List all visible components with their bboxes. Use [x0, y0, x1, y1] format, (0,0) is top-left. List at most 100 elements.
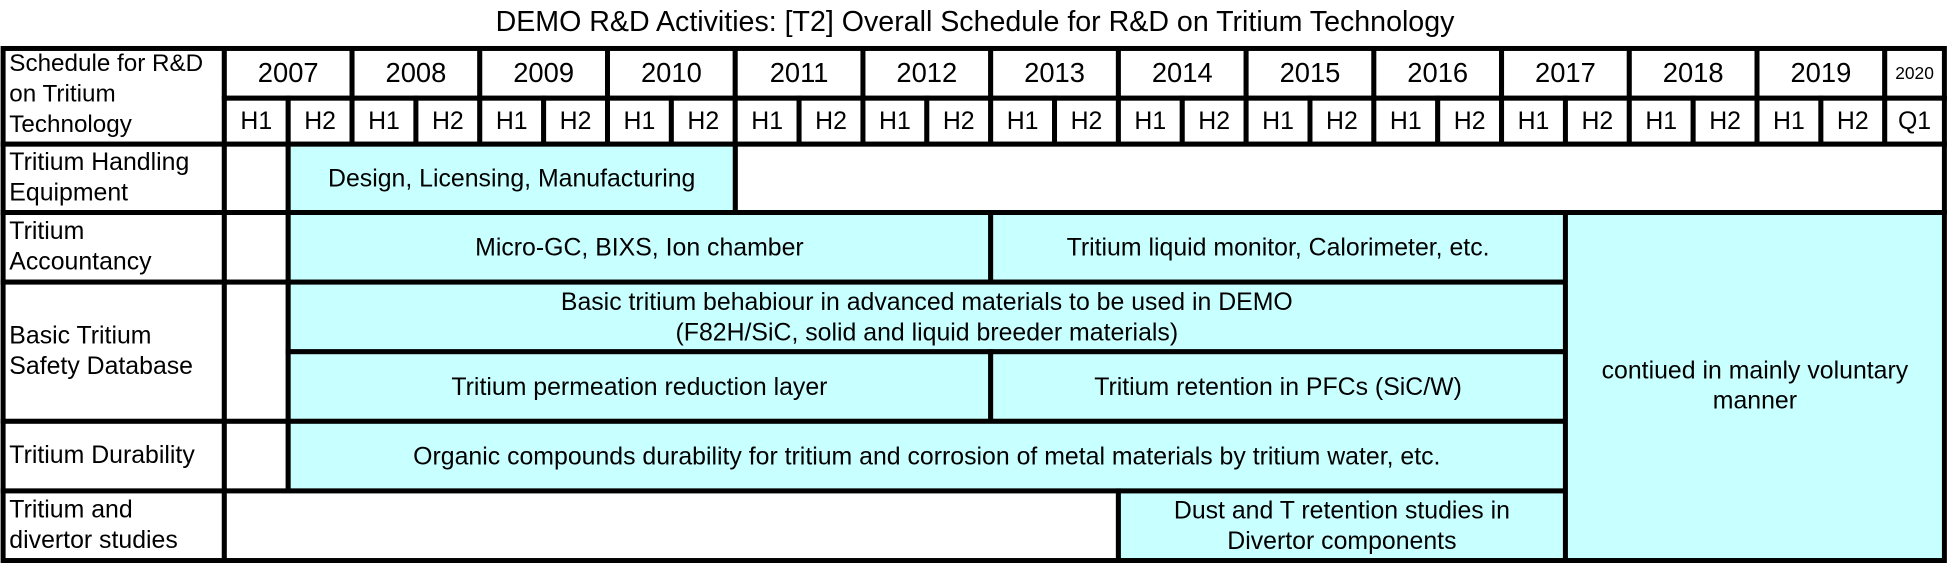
half-label: H2 — [1581, 108, 1613, 135]
year-label: 2014 — [1152, 57, 1213, 88]
half-label: H2 — [1071, 108, 1103, 135]
year-label: 2018 — [1663, 57, 1724, 88]
empty-cell — [221, 141, 291, 216]
cell-text: Micro-GC, BIXS, Ion chamber — [475, 234, 804, 261]
half-cell — [860, 95, 930, 147]
title: DEMO R&D Activities: [T2] Overall Schedu… — [496, 6, 1455, 38]
activity-bar — [285, 279, 1568, 355]
text-line: Micro-GC, BIXS, Ion chamber — [475, 234, 804, 261]
half-label: H1 — [368, 108, 400, 135]
empty-cell — [221, 279, 291, 424]
activity-bar — [285, 418, 1568, 494]
cell-text: Tritium permeation reduction layer — [451, 373, 827, 400]
text-line: Accountancy — [9, 248, 152, 275]
year-label: 2010 — [641, 57, 702, 88]
half-label: H1 — [879, 108, 911, 135]
half-label: H2 — [1326, 108, 1358, 135]
activity-bar — [285, 210, 994, 285]
year-label: 2011 — [770, 57, 829, 88]
half-label: H1 — [496, 108, 528, 135]
text-line: Tritium retention in PFCs (SiC/W) — [1094, 373, 1462, 400]
half-label: H2 — [943, 108, 975, 135]
empty-cell — [732, 141, 1947, 216]
year-label: 2012 — [896, 57, 957, 88]
text-line: Tritium Durability — [9, 442, 195, 469]
year-label: 2009 — [513, 57, 574, 88]
cell-text: Design, Licensing, Manufacturing — [328, 165, 695, 192]
text-line: Safety Database — [9, 353, 193, 380]
row-label-cell — [0, 418, 227, 494]
cell-text: Tritium Durability — [9, 442, 195, 469]
year-label: 2017 — [1535, 57, 1596, 88]
half-label: H1 — [1134, 108, 1166, 135]
text-line: Organic compounds durability for tritium… — [413, 443, 1440, 470]
empty-cell — [221, 210, 291, 285]
half-label: H1 — [1645, 108, 1677, 135]
row-label-cell — [0, 279, 227, 424]
year-label: 2020 — [1895, 63, 1934, 83]
half-label: H2 — [304, 108, 336, 135]
cell-text: Organic compounds durability for tritium… — [413, 443, 1440, 470]
note-cell — [1562, 210, 1947, 563]
text-line: contiued in mainly voluntary — [1602, 357, 1909, 384]
half-label: H1 — [624, 108, 656, 135]
year-label: 2016 — [1407, 57, 1468, 88]
cell-text: Schedule for R&D on Tritium Technology — [9, 51, 203, 139]
half-label: H2 — [560, 108, 592, 135]
text-line: Basic Tritium — [9, 322, 151, 349]
cell-text: Tritium liquid monitor, Calorimeter, etc… — [1067, 234, 1490, 261]
text-line: Design, Licensing, Manufacturing — [328, 165, 695, 192]
cell-text: Dust and T retention studies in Divertor … — [1174, 497, 1510, 554]
half-label: H2 — [1837, 108, 1869, 135]
text-line: manner — [1713, 387, 1797, 414]
half-label: H2 — [1454, 108, 1486, 135]
cell — [0, 45, 227, 147]
row-label-cell — [0, 488, 227, 563]
text-line: Tritium — [9, 218, 84, 245]
half-label: H1 — [1390, 108, 1422, 135]
activity-bar — [1115, 488, 1568, 563]
text-line: Tritium permeation reduction layer — [451, 373, 827, 400]
half-cell — [1499, 95, 1568, 147]
half-label: H1 — [1773, 108, 1805, 135]
text-line: Divertor components — [1227, 528, 1456, 555]
text-line: (F82H/SiC, solid and liquid breeder mate… — [676, 319, 1179, 346]
year-label: 2007 — [258, 57, 319, 88]
text-line: Basic tritium behabiour in advanced mate… — [561, 289, 1293, 316]
text-line: Tritium Handling — [9, 149, 189, 176]
text-line: Technology — [9, 112, 132, 139]
activity-bar — [285, 349, 994, 424]
text-line: Schedule for R&D — [9, 51, 203, 78]
half-label: H1 — [1518, 108, 1550, 135]
half-cell — [1371, 95, 1441, 147]
half-cell — [1243, 95, 1313, 147]
year-label: 2015 — [1280, 57, 1341, 88]
text-line: on Tritium — [9, 81, 115, 108]
cell-text: Basic Tritium Safety Database — [9, 322, 193, 379]
text-line: Tritium liquid monitor, Calorimeter, etc… — [1067, 234, 1490, 261]
half-label: H2 — [1198, 108, 1230, 135]
cell-text: Basic tritium behabiour in advanced mate… — [561, 289, 1293, 346]
half-label: H2 — [1709, 108, 1741, 135]
activity-bar — [285, 141, 738, 216]
cell-text: Tritium retention in PFCs (SiC/W) — [1094, 373, 1462, 400]
half-label: H2 — [815, 108, 847, 135]
text-line: Dust and T retention studies in — [1174, 497, 1510, 524]
cell-text: Tritium Handling Equipment — [9, 149, 189, 206]
half-cell — [1115, 95, 1185, 147]
empty-cell — [221, 418, 291, 494]
year-cell — [1626, 45, 1760, 101]
half-label: H2 — [432, 108, 464, 135]
half-label: H1 — [1262, 108, 1294, 135]
row-label-cell — [0, 210, 227, 285]
text-line: Equipment — [9, 179, 128, 206]
cell-text: contiued in mainly voluntary manner — [1602, 357, 1909, 414]
half-label: H1 — [1007, 108, 1039, 135]
empty-cell — [221, 488, 1121, 563]
year-label: 2013 — [1024, 57, 1085, 88]
cell-text: Tritium Accountancy — [9, 218, 152, 275]
text-line: divertor studies — [9, 527, 177, 554]
half-label: H1 — [240, 108, 272, 135]
